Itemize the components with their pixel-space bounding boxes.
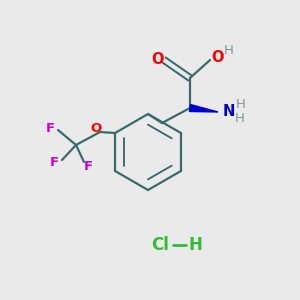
- Text: O: O: [90, 122, 102, 136]
- Text: O: O: [151, 52, 163, 67]
- Text: F: F: [83, 160, 93, 173]
- Text: H: H: [224, 44, 234, 56]
- Text: O: O: [211, 50, 223, 65]
- Text: H: H: [188, 236, 202, 254]
- Text: Cl: Cl: [151, 236, 169, 254]
- Text: N: N: [223, 103, 235, 118]
- Text: H: H: [235, 112, 245, 125]
- Text: F: F: [50, 155, 58, 169]
- Polygon shape: [190, 104, 218, 112]
- Text: F: F: [45, 122, 55, 134]
- Text: H: H: [236, 98, 246, 110]
